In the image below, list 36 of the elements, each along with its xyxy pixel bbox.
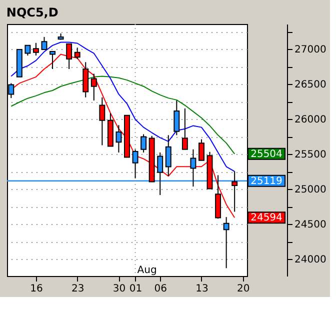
candlestick (140, 134, 147, 154)
y-tick-label: 26000 (294, 114, 326, 126)
y-tick-label: 24500 (294, 220, 326, 231)
data-label: 24594 (250, 212, 282, 224)
y-tick-label: 25500 (294, 150, 326, 161)
candlestick (50, 50, 56, 70)
candlestick (165, 134, 172, 177)
candlestick (182, 108, 188, 150)
candlestick (24, 44, 31, 56)
y-tick-label: 26500 (294, 80, 326, 91)
x-tick-label: 30 (112, 284, 126, 294)
ref-line-label: 25119 (250, 176, 282, 187)
x-tick-label: 13 (196, 284, 208, 294)
candlestick (41, 36, 48, 50)
candlestick (99, 96, 106, 146)
chart-title: NQC5,D (6, 6, 58, 20)
candlestick (32, 42, 39, 56)
candlestick (174, 100, 180, 136)
x-tick-label: 23 (71, 284, 84, 294)
candlestick (90, 73, 97, 102)
x-tick-label: 16 (30, 284, 43, 294)
x-tick-label: 06 (154, 284, 167, 294)
y-tick-label: 24000 (294, 254, 326, 266)
candlestick (116, 124, 122, 154)
candlestick (132, 148, 138, 179)
line-series (10, 42, 236, 172)
candlestick (82, 62, 89, 98)
candlestick (198, 138, 204, 161)
candlestick (223, 216, 230, 269)
y-tick-label: 27000 (294, 44, 326, 56)
x-tick-label: 20 (236, 284, 250, 294)
data-label: 25504 (250, 148, 282, 160)
y-tick-label: 25000 (294, 184, 326, 196)
annotation: Aug (137, 265, 157, 276)
candlestick (232, 170, 238, 212)
x-tick-label: 01 (129, 284, 142, 294)
